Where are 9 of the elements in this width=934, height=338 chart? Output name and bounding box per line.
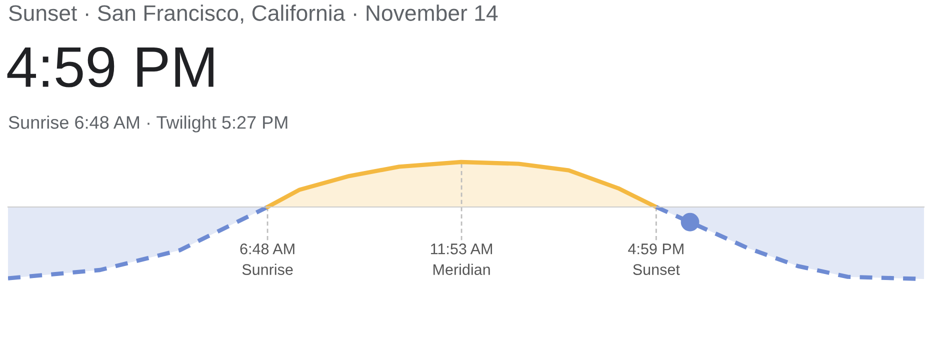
- chart-subtitle: 4:59 PM: [7, 46, 214, 88]
- ref-line-label: Sunset: [633, 264, 680, 275]
- x-tick-label: 11:53 AM: [430, 244, 492, 254]
- text: Sunrise 6:48 AM · Twilight 5:27 PM: [8, 116, 288, 132]
- x-tick-label: 4:59 PM: [628, 244, 684, 254]
- x-tick-label: 6:48 AM: [240, 244, 294, 254]
- ref-line-label: Meridian: [433, 264, 490, 275]
- ref-line-label: Sunrise: [242, 264, 293, 275]
- chart-title: Sunset · San Francisco, California · November 14: [9, 4, 498, 24]
